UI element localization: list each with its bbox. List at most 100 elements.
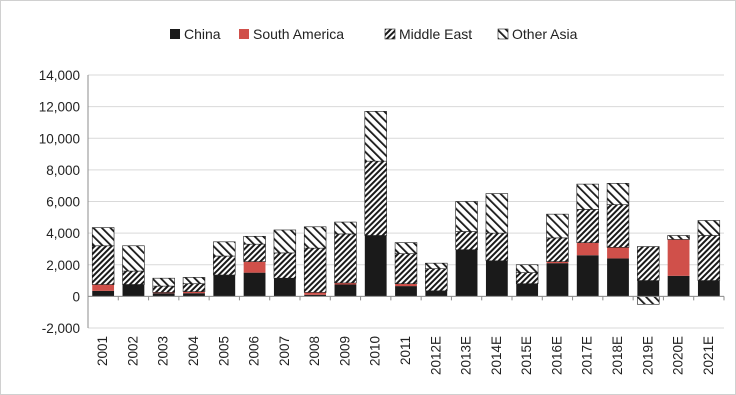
bar-segment-other-asia-2019e bbox=[637, 296, 660, 305]
bar-segment-middle-east-2010 bbox=[364, 160, 387, 236]
bar-segment-middle-east-2006 bbox=[243, 243, 266, 262]
x-tick-label: 2019E bbox=[640, 336, 655, 375]
bar-segment-middle-east-2001 bbox=[91, 245, 115, 285]
bar-segment-middle-east-2021e bbox=[697, 235, 721, 281]
legend-swatch-south-america bbox=[239, 29, 249, 39]
bar-segment-other-asia-2020e bbox=[667, 235, 690, 240]
bar-segment-china-2013e bbox=[455, 249, 478, 297]
bar-segment-south-america-2006 bbox=[243, 261, 266, 273]
x-tick-label: 2002 bbox=[125, 336, 140, 366]
bar-segment-china-2002 bbox=[122, 284, 145, 297]
bar-segment-south-america-2001 bbox=[92, 284, 115, 291]
bar-segment-china-2019e bbox=[637, 280, 660, 297]
bar-segment-middle-east-2015e bbox=[515, 272, 539, 285]
x-tick-label: 2001 bbox=[95, 336, 110, 366]
x-tick-label: 2009 bbox=[337, 336, 352, 366]
bar-segment-china-2015e bbox=[516, 283, 539, 297]
bar-segment-other-asia-2013e bbox=[455, 201, 478, 232]
axes bbox=[87, 75, 725, 328]
bar-segment-china-2001 bbox=[92, 290, 115, 297]
x-tick-label: 2015E bbox=[519, 336, 534, 375]
bar-segment-middle-east-2019e bbox=[637, 246, 660, 281]
x-tick-label: 2017E bbox=[580, 336, 595, 375]
bar-segment-china-2006 bbox=[243, 272, 266, 297]
bar-segment-other-asia-2006 bbox=[243, 235, 266, 245]
bar-segment-china-2009 bbox=[334, 284, 357, 297]
bar-segment-south-america-2016e bbox=[546, 261, 569, 264]
bar-segment-middle-east-2008 bbox=[303, 247, 327, 293]
bar-segment-other-asia-2010 bbox=[364, 111, 387, 162]
x-axis-ticks: 2001 2002 2003 2004 2005 2006 2007 2008 2009 2010… bbox=[95, 336, 716, 376]
bar-segment-china-2012e bbox=[425, 290, 448, 297]
y-tick-label: -2,000 bbox=[42, 321, 80, 336]
y-tick-label: 0 bbox=[72, 289, 80, 304]
x-tick-label: 2010 bbox=[368, 336, 383, 366]
bar-segment-china-2010 bbox=[364, 235, 387, 297]
legend-label-other-asia: Other Asia bbox=[512, 26, 578, 42]
y-axis-ticks: -2,000 0 2,000 4,000 6,000 8,000 10,000 12,000 1… bbox=[39, 68, 80, 336]
bar-segment-other-asia-2008 bbox=[303, 226, 327, 249]
bar-segment-south-america-2008 bbox=[304, 292, 327, 295]
bar-segment-middle-east-2011 bbox=[394, 253, 418, 285]
bar-segment-china-2007 bbox=[273, 278, 296, 297]
y-tick-label: 14,000 bbox=[39, 68, 80, 83]
bar-segment-middle-east-2005 bbox=[213, 255, 236, 276]
bar-segment-middle-east-2007 bbox=[273, 252, 297, 279]
bar-segment-middle-east-2017e bbox=[576, 209, 599, 243]
bar-segment-south-america-2018e bbox=[607, 247, 629, 259]
bar-segment-other-asia-2012e bbox=[425, 262, 448, 270]
bar-segment-middle-east-2002 bbox=[122, 270, 145, 285]
bar-segment-middle-east-2009 bbox=[334, 233, 357, 284]
legend-label-middle-east: Middle East bbox=[399, 26, 472, 42]
bar-segment-china-2014e bbox=[485, 260, 508, 297]
x-tick-label: 2003 bbox=[156, 336, 171, 366]
bar-segment-china-2020e bbox=[667, 275, 690, 297]
legend-swatch-middle-east bbox=[384, 28, 396, 40]
y-tick-label: 8,000 bbox=[46, 163, 80, 178]
legend-swatch-china bbox=[170, 29, 180, 39]
bar-segment-middle-east-2014e bbox=[485, 232, 509, 262]
x-tick-label: 2014E bbox=[489, 336, 504, 375]
bar-segment-china-2003 bbox=[152, 293, 175, 297]
legend-swatch-other-asia bbox=[497, 28, 509, 40]
y-tick-label: 12,000 bbox=[39, 100, 80, 115]
y-tick-label: 6,000 bbox=[46, 195, 80, 210]
bar-segment-china-2021e bbox=[697, 280, 720, 297]
bar-segment-other-asia-2014e bbox=[485, 193, 509, 234]
bar-segment-other-asia-2015e bbox=[515, 264, 539, 273]
y-tick-label: 2,000 bbox=[46, 258, 80, 273]
bar-segment-other-asia-2002 bbox=[122, 245, 145, 272]
x-tick-label: 2016E bbox=[549, 336, 564, 375]
bar-segment-other-asia-2005 bbox=[213, 241, 236, 257]
x-tick-label: 2012E bbox=[428, 336, 443, 375]
bar-segment-other-asia-2004 bbox=[182, 277, 206, 285]
x-tick-label: 2005 bbox=[216, 336, 231, 366]
x-tick-label: 2011 bbox=[398, 336, 413, 365]
x-tick-label: 2021E bbox=[701, 336, 716, 375]
bar-segment-middle-east-2016e bbox=[546, 237, 569, 262]
bar-segment-other-asia-2011 bbox=[394, 242, 418, 254]
bar-segment-other-asia-2009 bbox=[334, 221, 357, 235]
x-tick-label: 2018E bbox=[610, 336, 625, 375]
legend-label-china: China bbox=[184, 26, 221, 42]
bar-segment-other-asia-2018e bbox=[606, 183, 630, 205]
bar-segment-south-america-2004 bbox=[183, 291, 205, 294]
bar-segment-china-2017e bbox=[576, 255, 599, 297]
bar-segment-other-asia-2021e bbox=[697, 220, 721, 236]
y-tick-label: 4,000 bbox=[46, 226, 80, 241]
bar-segment-middle-east-2003 bbox=[152, 285, 175, 293]
y-tick-label: 10,000 bbox=[39, 131, 80, 146]
bar-segment-south-america-2003 bbox=[152, 292, 175, 294]
bar-segment-other-asia-2003 bbox=[152, 277, 175, 287]
bar-segment-china-2004 bbox=[183, 293, 205, 297]
bar-segment-other-asia-2016e bbox=[546, 213, 569, 239]
bar-segment-china-2016e bbox=[546, 263, 569, 297]
bars bbox=[91, 111, 721, 305]
bar-segment-south-america-2011 bbox=[395, 283, 417, 287]
x-tick-label: 2008 bbox=[307, 336, 322, 366]
x-tick-label: 2004 bbox=[186, 336, 201, 367]
x-tick-label: 2007 bbox=[277, 336, 292, 366]
bar-segment-middle-east-2018e bbox=[606, 204, 630, 248]
